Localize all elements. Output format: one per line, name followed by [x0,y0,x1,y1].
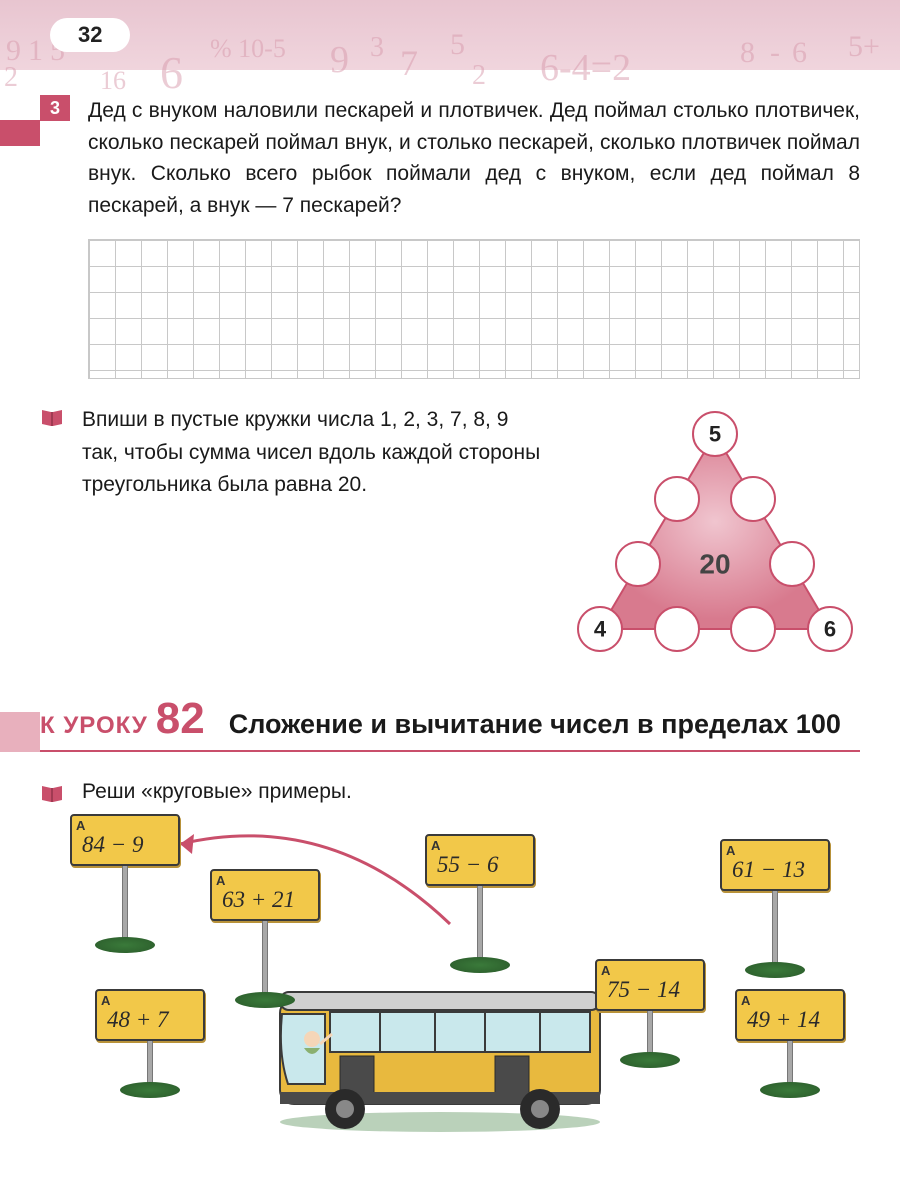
svg-text:6: 6 [824,617,836,642]
triangle-blank[interactable] [616,542,660,586]
book-icon [40,784,64,804]
problem-badge: 3 [40,95,70,121]
bg-math-symbol: % 10-5 [210,34,286,64]
problem-text: Дед с внуком наловили пескарей и плотвич… [88,95,860,221]
badge-strip [0,120,40,146]
lesson-title: Сложение и вычитание чисел в пределах 10… [229,708,841,742]
answer-grid[interactable] [88,239,860,379]
bus-scene: А84 − 9 А63 + 21 А55 − 6 А61 − 13 А48 + 7 А75… [40,814,860,1194]
sign-expression: 49 + 14 [741,1006,839,1033]
sign-expression: 75 − 14 [601,976,699,1003]
sign-expression: 48 + 7 [101,1006,199,1033]
page-header: 91526% 10-5937526-4=28-65+16 32 [0,0,900,70]
triangle-blank[interactable] [655,477,699,521]
bg-math-symbol: 6-4=2 [540,46,631,90]
triangle-blank[interactable] [731,607,775,651]
triangle-blank[interactable] [770,542,814,586]
lesson-header: К УРОКУ 82 Сложение и вычитание чисел в … [40,694,860,752]
triangle-blank[interactable] [655,607,699,651]
sign-expression: 84 − 9 [76,831,174,858]
bus-stop-sign: А49 + 14 [735,989,845,1098]
problem-3: 3 Дед с внуком наловили пескарей и плотв… [40,95,860,221]
bg-math-symbol: 2 [4,62,18,94]
sign-expression: 55 − 6 [431,851,529,878]
bg-math-symbol: 6 [160,46,183,99]
bg-math-symbol: 1 [28,34,43,68]
bus-stop-sign: А55 − 6 [425,834,535,973]
sign-expression: 61 − 13 [726,856,824,883]
lesson-number: 82 [156,694,205,744]
bg-math-symbol: 8 [740,36,755,70]
triangle-blank[interactable] [731,477,775,521]
sign-expression: 63 + 21 [216,886,314,913]
solve-prompt: Реши «круговые» примеры. [40,780,860,804]
lesson-strip [0,712,40,752]
bus-illustration [270,964,610,1134]
lesson-label: К УРОКУ [40,712,148,740]
bg-math-symbol: 5 [450,28,465,62]
triangle-text: Впиши в пустые кружки числа 1, 2, 3, 7, … [82,404,570,502]
triangle-diagram: 20 5 4 6 [570,404,860,664]
page-number: 32 [50,18,130,52]
svg-text:5: 5 [709,422,721,447]
bus-stop-sign: А75 − 14 [595,959,705,1068]
bus-stop-sign: А84 − 9 [70,814,180,953]
bus-stop-sign: А48 + 7 [95,989,205,1098]
bus-stop-sign: А63 + 21 [210,869,320,1008]
bg-math-symbol: 3 [370,32,384,64]
bg-math-symbol: 2 [472,60,486,92]
bg-math-symbol: 16 [100,66,126,96]
triangle-task: Впиши в пустые кружки числа 1, 2, 3, 7, … [40,404,860,664]
svg-text:4: 4 [594,617,607,642]
bg-math-symbol: 9 [330,38,349,82]
bg-math-symbol: - [770,36,780,70]
triangle-center: 20 [699,549,730,580]
bg-math-symbol: 6 [792,36,807,70]
bg-math-symbol: 5+ [848,30,880,64]
solve-text: Реши «круговые» примеры. [82,780,352,804]
bus-stop-sign: А61 − 13 [720,839,830,978]
bg-math-symbol: 7 [400,42,418,84]
book-icon [40,408,64,428]
